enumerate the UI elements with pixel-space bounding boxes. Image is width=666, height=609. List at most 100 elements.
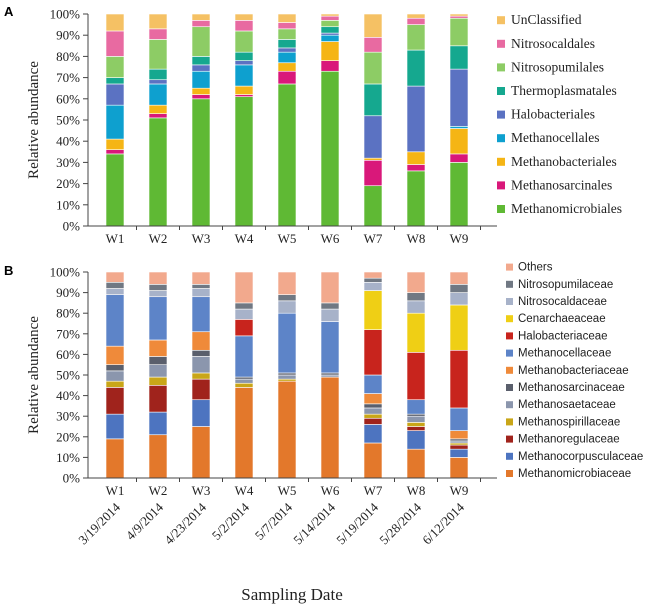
panel-a-bar-w6-thermoplasmatales — [320, 26, 340, 34]
panel-a-y-tick-label: 70% — [56, 70, 80, 85]
panel-a-bar-w4-nitrosopumilales — [234, 30, 254, 53]
panel-b-bar-w2-methanosarcinaceae — [148, 356, 168, 365]
panel-a-bar-w4-thermoplasmatales — [234, 51, 254, 61]
panel-b-bar-w8-methanosaetaceae — [406, 415, 426, 423]
panel-b-y-tick-label: 30% — [56, 409, 80, 424]
panel-a-bar-w3-nitrosopumilales — [191, 26, 211, 57]
panel-b-x-tick-label-w8: W8 — [407, 483, 426, 498]
panel-a-bar-w9-methanobacteriales — [449, 128, 469, 155]
panel-b-bar-w9-methanomicrobiaceae — [449, 457, 469, 479]
panel-a-bar-w9-unclassified — [449, 13, 469, 17]
panel-a-bar-w5-unclassified — [277, 13, 297, 23]
panel-b-y-tick-label: 70% — [56, 326, 80, 341]
panel-b-date-label-5-2-2014: 5/2/2014 — [209, 499, 253, 543]
x-axis-title: Sampling Date — [241, 585, 343, 604]
panel-b-bar-w1-methanoregulaceae — [105, 387, 125, 415]
panel-a-y-tick-label: 100% — [50, 7, 81, 22]
panel-b-legend-label-nitrosocaldaceae: Nitrosocaldaceae — [518, 296, 607, 308]
panel-a-y-tick-label: 80% — [56, 49, 80, 64]
panel-b-bar-w8-methanomicrobiaceae — [406, 448, 426, 479]
panel-b-bar-w4-others — [234, 271, 254, 304]
panel-b-bar-w1-others — [105, 271, 125, 283]
panel-b-bar-w2-methanospirillaceae — [148, 376, 168, 386]
panel-a-x-tick-label-w1: W1 — [106, 231, 125, 246]
panel-b-y-tick-label: 100% — [50, 265, 81, 280]
panel-b-bar-w7-methanosaetaceae — [363, 407, 383, 415]
panel-b-bar-w4-nitrosocaldaceae — [234, 308, 254, 320]
panel-b-bar-w7-methanomicrobiaceae — [363, 442, 383, 479]
panel-a-bar-w6-methanomicrobiales — [320, 70, 340, 227]
panel-a-legend-swatch-halobacteriales — [497, 110, 505, 119]
panel-a-bar-w1-methanosarcinales — [105, 149, 125, 155]
panel-a-bar-w4-methanobacteriales — [234, 85, 254, 95]
panel-a-bar-w1-methanomicrobiales — [105, 153, 125, 227]
panel-a-x-tick-label-w2: W2 — [149, 231, 168, 246]
panel-a-legend-label-halobacteriales: Halobacteriales — [511, 107, 595, 122]
panel-b-bar-w2-methanocellaceae — [148, 296, 168, 341]
panel-b-bar-w8-methanospirillaceae — [406, 422, 426, 427]
panel-b-y-axis-title: Relative abundance — [26, 316, 42, 434]
panel-b-bar-w7-methanocellaceae — [363, 374, 383, 394]
panel-b-bar-w7-methanosarcinaceae — [363, 403, 383, 409]
panel-a-bar-w5-halobacteriales — [277, 47, 297, 53]
panel-a-bar-w9-methanosarcinales — [449, 153, 469, 163]
panel-b-bar-w1-methanospirillaceae — [105, 380, 125, 388]
panel-b-legend-swatch-others — [506, 263, 513, 271]
panel-b-bar-w7-cenarchaeaceae — [363, 290, 383, 330]
panel-a-bar-w2-methanosarcinales — [148, 113, 168, 119]
panel-a-bar-w5-methanocellales — [277, 51, 297, 64]
panel-b-y-tick-label: 0% — [63, 471, 81, 486]
panel-b-date-label-3-19-2014: 3/19/2014 — [75, 499, 123, 547]
panel-a-x-tick-label-w4: W4 — [235, 231, 254, 246]
panel-b-bar-w9-methanoregulaceae — [449, 444, 469, 450]
panel-b-legend-label-nitrosopumilaceae: Nitrosopumilaceae — [518, 279, 613, 291]
panel-b-legend-swatch-nitrosocaldaceae — [506, 298, 513, 305]
panel-a-bar-w2-methanomicrobiales — [148, 117, 168, 227]
panel-b-legend-swatch-methanocellaceae — [506, 349, 513, 357]
panel-b-bar-w7-methanospirillaceae — [363, 413, 383, 419]
panel-b-date-label-5-19-2014: 5/19/2014 — [333, 499, 381, 547]
panel-b-bar-w9-methanospirillaceae — [449, 442, 469, 446]
panel-b-legend-swatch-methanocorpusculaceae — [506, 452, 513, 460]
panel-b-bar-w9-halobacteriaceae — [449, 349, 469, 409]
panel-a-bar-w5-methanosarcinales — [277, 70, 297, 85]
panel-b-bar-w1-nitrosopumilaceae — [105, 281, 125, 289]
panel-b-legend-label-methanoregulaceae: Methanoregulaceae — [518, 434, 620, 446]
panel-b-x-tick-label-w7: W7 — [364, 483, 383, 498]
panel-a-bar-w6-nitrosopumilales — [320, 20, 340, 28]
panel-b-y-tick-label: 50% — [56, 368, 80, 383]
panel-a-y-axis-title: Relative abundance — [26, 61, 42, 179]
panel-b-label: B — [4, 263, 13, 278]
panel-a-y-tick-label: 20% — [56, 176, 80, 191]
panel-a-y-tick-label: 10% — [56, 197, 80, 212]
panel-a-bar-w7-nitrosopumilales — [363, 51, 383, 85]
panel-a-bar-w9-thermoplasmatales — [449, 45, 469, 70]
panel-a-legend-swatch-methanobacteriales — [497, 157, 505, 166]
panel-a-bar-w3-unclassified — [191, 13, 211, 21]
panel-a-legend-swatch-unclassified — [497, 16, 505, 25]
panel-a-bar-w1-methanocellales — [105, 104, 125, 140]
panel-a-bar-w3-thermoplasmatales — [191, 56, 211, 66]
panel-b-y-tick-label: 20% — [56, 429, 80, 444]
panel-a-bar-w7-nitrosocaldales — [363, 37, 383, 53]
panel-b-bar-w2-methanosaetaceae — [148, 364, 168, 378]
panel-a-y-tick-label: 40% — [56, 134, 80, 149]
panel-b-y-tick-label: 90% — [56, 285, 80, 300]
panel-a-bar-w4-methanosarcinales — [234, 94, 254, 97]
panel-a-bar-w7-thermoplasmatales — [363, 83, 383, 117]
panel-a-legend-swatch-methanocellales — [497, 134, 505, 143]
panel-a-bar-w2-nitrosocaldales — [148, 28, 168, 40]
panel-b-bar-w1-methanosaetaceae — [105, 370, 125, 382]
panel-b-bar-w3-methanospirillaceae — [191, 372, 211, 380]
panel-b-legend-swatch-methanosaetaceae — [506, 401, 513, 409]
panel-b-legend-label-others: Others — [518, 262, 553, 274]
panel-a-bar-w7-methanobacteriales — [363, 157, 383, 161]
panel-b-bar-w8-halobacteriaceae — [406, 352, 426, 401]
panel-a-bar-w6-methanocellales — [320, 34, 340, 42]
panel-b-bar-w2-methanocorpusculaceae — [148, 411, 168, 436]
panel-b-bar-w3-methanocellaceae — [191, 296, 211, 333]
panel-a-bar-w3-methanobacteriales — [191, 87, 211, 95]
panel-a-bar-w7-halobacteriales — [363, 115, 383, 159]
panel-b-bar-w1-methanocorpusculaceae — [105, 413, 125, 440]
